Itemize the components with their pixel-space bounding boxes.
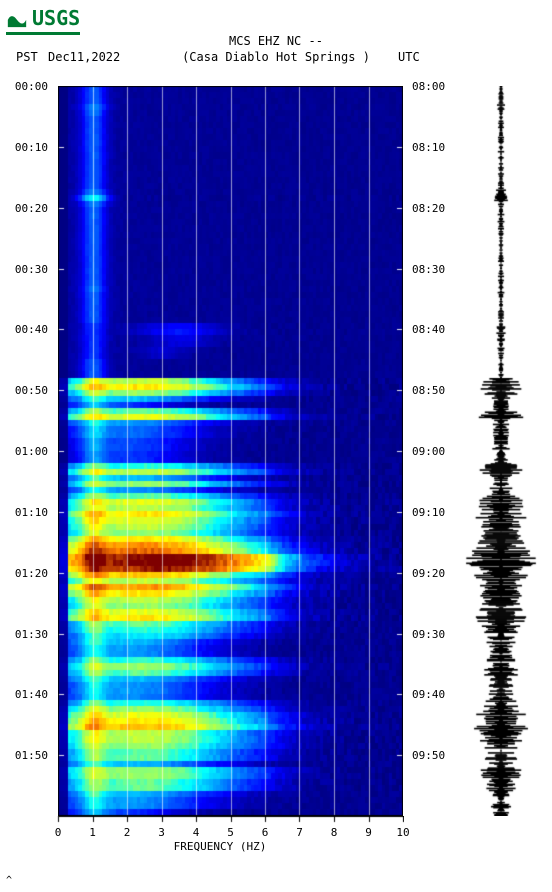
ytick-right: 08:00 — [412, 80, 445, 93]
ytick-left: 01:00 — [4, 445, 48, 458]
ytick-right: 09:20 — [412, 567, 445, 580]
waveform-panel — [456, 86, 546, 816]
ytick-right: 08:30 — [412, 263, 445, 276]
ytick-right: 08:10 — [412, 141, 445, 154]
ytick-left: 00:10 — [4, 141, 48, 154]
usgs-logo: USGS — [6, 6, 80, 35]
caret-decoration: ^ — [6, 875, 12, 886]
ytick-right: 08:20 — [412, 202, 445, 215]
ytick-right: 09:30 — [412, 628, 445, 641]
ytick-left: 00:40 — [4, 323, 48, 336]
xaxis-label: FREQUENCY (HZ) — [0, 840, 440, 853]
station-title: MCS EHZ NC -- — [0, 34, 552, 48]
ytick-right: 08:40 — [412, 323, 445, 336]
ytick-left: 00:20 — [4, 202, 48, 215]
ytick-left: 01:20 — [4, 567, 48, 580]
ytick-left: 00:50 — [4, 384, 48, 397]
ytick-right: 08:50 — [412, 384, 445, 397]
ytick-left: 01:30 — [4, 628, 48, 641]
wave-icon — [6, 7, 28, 29]
xaxis-ticks — [57, 816, 404, 830]
right-tz-label: UTC — [398, 50, 420, 64]
ytick-left: 00:00 — [4, 80, 48, 93]
ytick-left: 01:50 — [4, 749, 48, 762]
left-tz-label: PST — [16, 50, 38, 64]
ytick-right: 09:00 — [412, 445, 445, 458]
ytick-right: 09:10 — [412, 506, 445, 519]
ytick-left: 01:10 — [4, 506, 48, 519]
logo-text: USGS — [32, 6, 80, 30]
ytick-right: 09:50 — [412, 749, 445, 762]
date-label: Dec11,2022 — [48, 50, 120, 64]
waveform-trace — [456, 86, 546, 816]
ytick-right: 09:40 — [412, 688, 445, 701]
spectrogram-heatmap — [58, 86, 403, 816]
ytick-left: 00:30 — [4, 263, 48, 276]
ytick-left: 01:40 — [4, 688, 48, 701]
